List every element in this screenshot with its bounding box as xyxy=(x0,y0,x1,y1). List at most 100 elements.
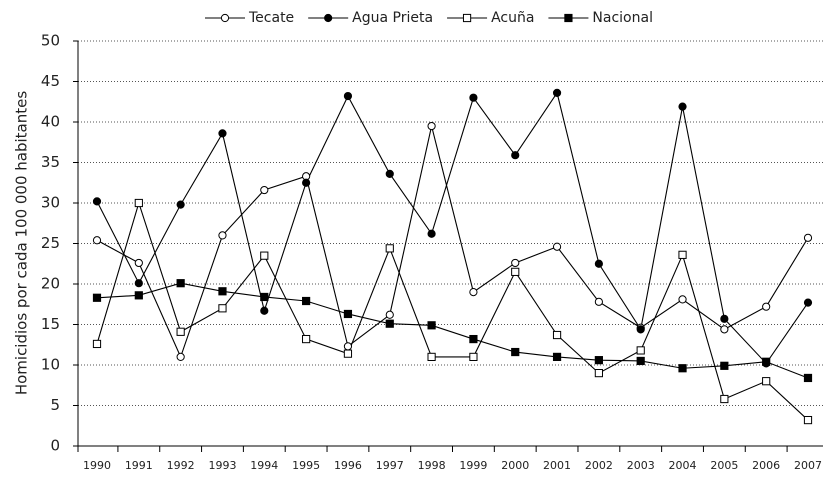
data-point xyxy=(427,321,436,330)
x-tick-label: 2000 xyxy=(501,459,529,472)
y-tick-label: 40 xyxy=(41,113,60,131)
x-tick-label: 1996 xyxy=(334,459,362,472)
data-point xyxy=(134,291,143,300)
y-tick-label: 0 xyxy=(50,437,60,455)
data-point xyxy=(762,377,771,386)
x-tick-label: 2007 xyxy=(794,459,822,472)
data-point xyxy=(552,352,562,361)
data-point xyxy=(92,339,102,349)
data-point xyxy=(469,334,478,344)
data-point xyxy=(427,121,436,131)
data-point xyxy=(511,151,520,160)
data-point xyxy=(552,88,562,97)
legend-marker xyxy=(462,13,472,23)
data-point xyxy=(594,356,603,365)
legend-label: Agua Prieta xyxy=(352,10,433,26)
data-point xyxy=(176,327,185,336)
data-point xyxy=(302,296,311,306)
data-point xyxy=(469,352,478,361)
data-point xyxy=(803,233,813,242)
data-point xyxy=(720,394,729,404)
x-tick-label: 1995 xyxy=(292,459,320,472)
data-point xyxy=(218,231,227,240)
data-point xyxy=(594,297,603,306)
series-line xyxy=(96,91,809,365)
series-line xyxy=(96,282,809,379)
x-tick-label: 2006 xyxy=(752,459,780,472)
data-point xyxy=(176,279,185,288)
data-point xyxy=(343,349,353,358)
data-point xyxy=(511,347,520,357)
data-point xyxy=(678,295,687,304)
x-tick-label: 1997 xyxy=(376,459,404,472)
data-point xyxy=(636,346,645,355)
x-tick-label: 1992 xyxy=(167,459,195,472)
data-point xyxy=(803,373,813,383)
y-tick-label: 30 xyxy=(41,194,60,212)
data-point xyxy=(260,185,269,195)
legend-label: Acuña xyxy=(491,10,534,26)
data-point xyxy=(260,306,269,315)
data-point xyxy=(92,293,102,302)
x-tick-label: 2001 xyxy=(543,459,571,472)
data-point xyxy=(678,102,687,111)
x-tick-label: 2005 xyxy=(710,459,738,472)
data-point xyxy=(92,236,102,245)
data-point xyxy=(134,258,143,268)
data-point xyxy=(427,352,436,361)
data-point xyxy=(343,342,353,351)
data-point xyxy=(469,288,478,297)
data-point xyxy=(385,310,394,319)
data-point xyxy=(678,250,687,259)
y-tick-label: 15 xyxy=(41,315,60,333)
data-point xyxy=(636,325,645,334)
data-point xyxy=(720,361,729,370)
data-point xyxy=(803,298,813,307)
y-tick-label: 20 xyxy=(41,275,60,293)
data-point xyxy=(803,415,813,425)
x-tick-label: 1999 xyxy=(459,459,487,472)
data-point xyxy=(594,259,603,268)
data-point xyxy=(511,258,520,268)
series-line xyxy=(96,125,809,359)
data-point xyxy=(552,242,562,251)
x-tick-label: 1990 xyxy=(83,459,111,472)
y-tick-label: 10 xyxy=(41,356,60,374)
legend-marker xyxy=(220,13,230,23)
data-point xyxy=(260,292,269,302)
x-tick-label: 1994 xyxy=(250,459,278,472)
y-tick-label: 35 xyxy=(41,153,60,171)
data-point xyxy=(218,304,227,313)
x-tick-label: 1993 xyxy=(208,459,236,472)
data-point xyxy=(302,334,311,344)
legend-label: Nacional xyxy=(592,10,653,26)
series-line xyxy=(96,201,809,421)
data-point xyxy=(678,364,687,373)
y-tick-label: 25 xyxy=(41,234,60,252)
x-tick-label: 2004 xyxy=(669,459,697,472)
data-point xyxy=(511,267,520,276)
data-point xyxy=(302,178,311,187)
y-tick-label: 50 xyxy=(41,32,60,50)
legend-marker xyxy=(324,13,333,23)
x-tick-label: 1991 xyxy=(125,459,153,472)
data-point xyxy=(218,287,227,296)
x-tick-label: 1998 xyxy=(418,459,446,472)
data-point xyxy=(260,251,269,260)
data-point xyxy=(762,302,771,311)
data-point xyxy=(594,369,603,378)
x-tick-label: 2003 xyxy=(627,459,655,472)
data-point xyxy=(92,197,102,206)
x-tick-label: 2002 xyxy=(585,459,613,472)
data-point xyxy=(134,198,143,208)
legend-label: Tecate xyxy=(248,10,294,26)
y-tick-label: 5 xyxy=(50,396,60,414)
data-point xyxy=(385,319,394,328)
data-point xyxy=(552,330,562,340)
data-point xyxy=(385,169,394,178)
data-point xyxy=(636,356,645,366)
legend-marker xyxy=(564,13,573,23)
data-point xyxy=(218,129,227,138)
data-point xyxy=(427,229,436,238)
